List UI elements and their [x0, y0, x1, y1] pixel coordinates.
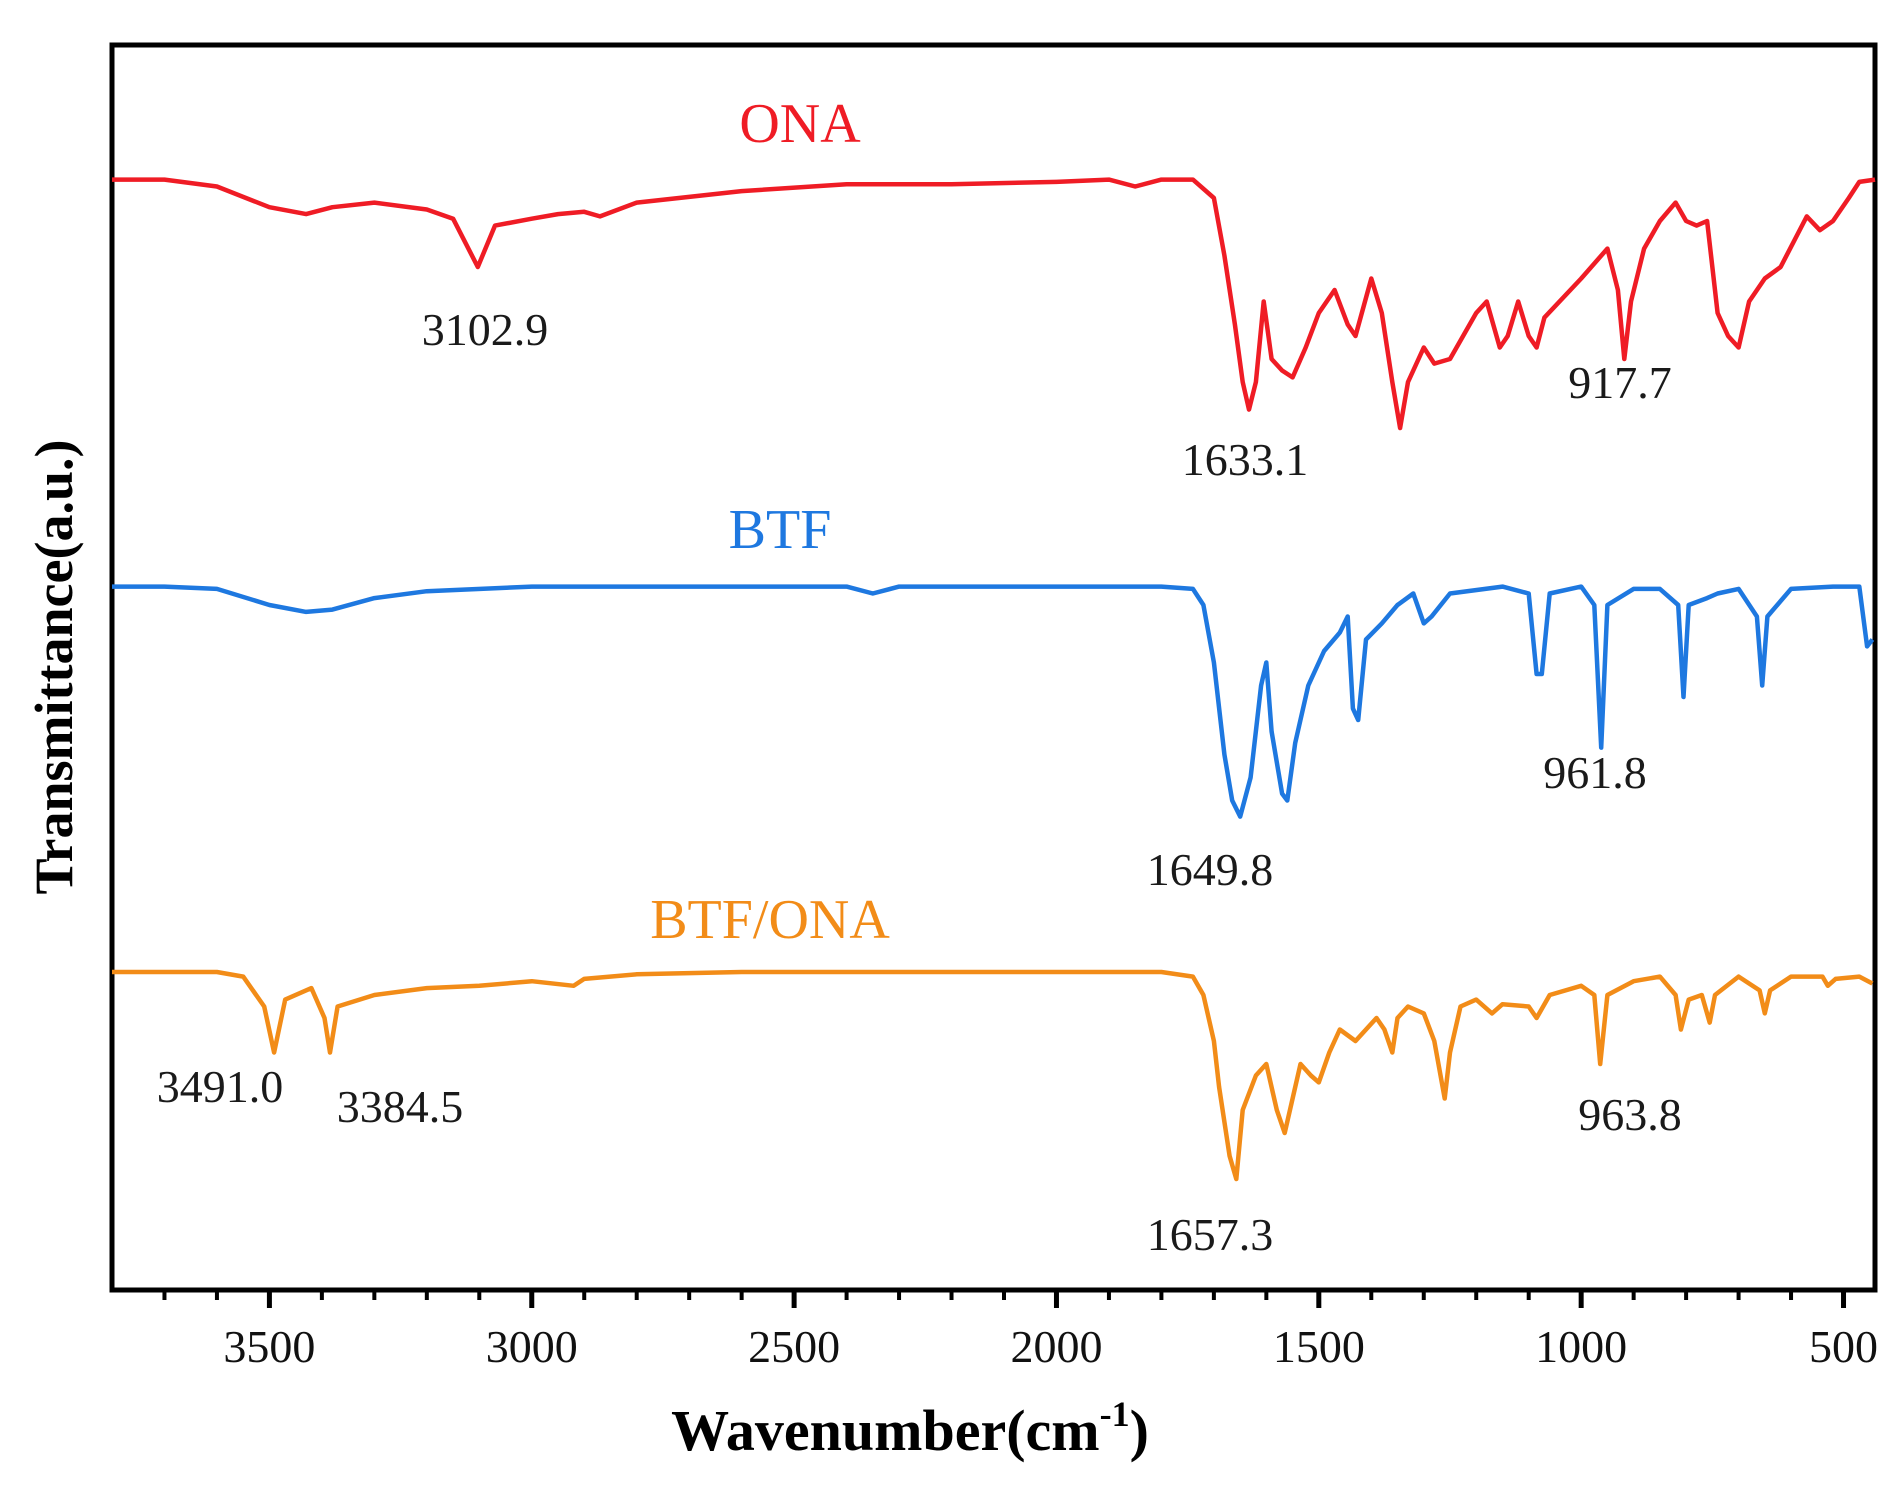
- labels-group: ONA BTF BTF/ONA 3102.9 1633.1 917.7 1649.8 961.…: [157, 93, 1682, 1260]
- peak-label: 961.8: [1543, 747, 1647, 798]
- peak-label: 3491.0: [157, 1061, 284, 1112]
- x-tick-label: 1500: [1273, 1321, 1365, 1372]
- series-label-btf-ona: BTF/ONA: [650, 889, 890, 951]
- series-group: [112, 177, 1876, 1182]
- peak-label: 3384.5: [337, 1081, 464, 1132]
- peak-label: 1657.3: [1147, 1209, 1274, 1260]
- x-tick-label: 2000: [1010, 1321, 1102, 1372]
- series-line-btf: [112, 584, 1875, 819]
- x-axis-ticks: 3500 3000 2500 2000 1500 1000 500: [162, 1290, 1878, 1372]
- x-tick-label: 2500: [748, 1321, 840, 1372]
- x-tick-label: 3500: [223, 1321, 315, 1372]
- peak-label: 963.8: [1578, 1089, 1682, 1140]
- peak-label: 917.7: [1568, 357, 1672, 408]
- series-line-ona: [112, 177, 1876, 431]
- x-axis-title: Wavenumber(cm-1): [671, 1394, 1149, 1463]
- plot-frame: [109, 42, 1878, 1293]
- peak-label: 1649.8: [1147, 844, 1274, 895]
- series-label-btf: BTF: [729, 499, 832, 561]
- peak-label: 3102.9: [422, 304, 549, 355]
- series-line-btf-ona: [112, 969, 1874, 1182]
- x-tick-label: 1000: [1535, 1321, 1627, 1372]
- x-tick-label: 3000: [486, 1321, 578, 1372]
- x-axis-title-close: ): [1130, 1398, 1149, 1463]
- y-axis-title: Transmittance(a.u.): [24, 440, 84, 895]
- peak-label: 1633.1: [1182, 434, 1309, 485]
- x-axis-title-main: Wavenumber(cm: [671, 1398, 1100, 1463]
- series-label-ona: ONA: [739, 93, 861, 155]
- x-axis-title-superscript: -1: [1100, 1394, 1130, 1434]
- x-tick-label: 500: [1809, 1321, 1878, 1372]
